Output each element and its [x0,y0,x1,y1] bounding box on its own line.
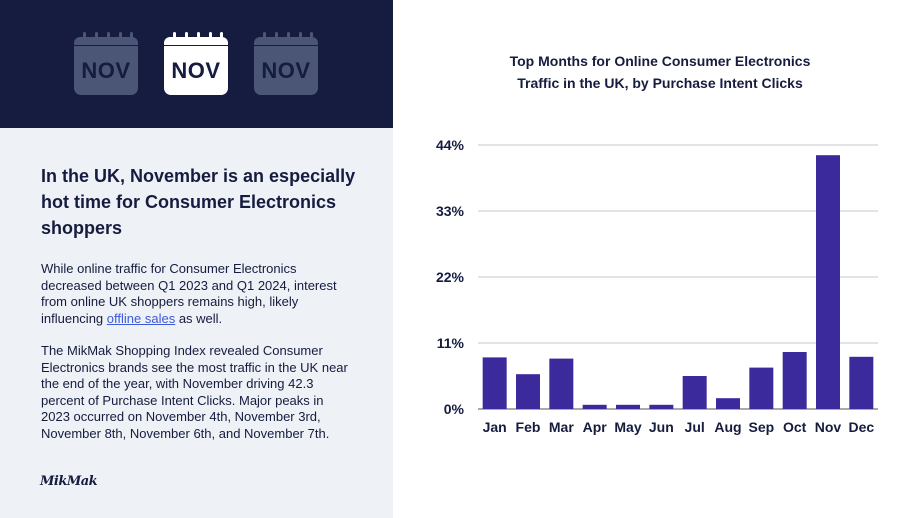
x-tick-label: Feb [516,419,541,435]
x-tick-label: Nov [815,419,842,435]
calendar-month-label: NOV [74,46,138,95]
y-tick-label: 0% [444,401,465,417]
y-tick-label: 11% [437,335,465,351]
bars [482,155,874,409]
x-tick-label: Jun [649,419,674,435]
y-axis-labels: 0% 11% 22% 33% 44% [436,137,465,417]
bar-aug [716,398,740,409]
x-tick-label: Mar [549,419,574,435]
x-tick-label: Dec [848,419,874,435]
bar-chart: 0% 11% 22% 33% 44% Jan Feb Mar Apr May Jun Jul Aug S… [436,137,878,435]
index-paragraph: The MikMak Shopping Index revealed Consu… [41,343,348,441]
calendar-month-label: NOV [164,46,228,95]
intro-text: While online traffic for Consumer Electr… [41,261,337,326]
bar-oct [782,352,807,409]
intro-paragraph: While online traffic for Consumer Electr… [41,261,351,327]
bar-nov [816,155,840,409]
calendar-icon-highlighted: NOV [164,32,228,95]
gridlines [478,144,878,410]
y-tick-label: 22% [436,269,465,285]
chart-title: Top Months for Online Consumer Electroni… [470,50,850,94]
x-tick-label: Jul [685,419,705,435]
mikmak-logo: MikMak [40,474,98,489]
y-tick-label: 44% [436,137,465,153]
left-panel: NOV NOV NOV In the UK, November is an es… [0,0,393,518]
bar-apr [582,404,607,409]
headline: In the UK, November is an especially hot… [41,166,356,238]
x-axis-labels: Jan Feb Mar Apr May Jun Jul Aug Sep Oct Nov Dec [483,419,875,435]
calendar-month-label: NOV [254,46,318,95]
intro-text-end: as well. [175,310,223,326]
bar-jul [682,376,707,409]
bar-jan [482,357,507,409]
calendar-icon: NOV [254,32,318,95]
y-tick-label: 33% [436,203,465,219]
x-tick-label: May [614,419,641,435]
chart-title-line2: Traffic in the UK, by Purchase Intent Cl… [517,75,803,91]
bar-sep [749,367,774,409]
chart-title-line1: Top Months for Online Consumer Electroni… [509,53,811,69]
bar-mar [549,358,574,409]
calendar-banner: NOV NOV NOV [0,0,393,128]
x-tick-label: Oct [783,419,807,435]
bar-jun [649,404,674,409]
calendar-icon: NOV [74,32,138,95]
x-tick-label: Apr [583,419,608,435]
bar-dec [849,356,874,409]
x-tick-label: Aug [714,419,741,435]
x-tick-label: Sep [748,419,774,435]
bar-feb [516,374,540,409]
offline-sales-link[interactable]: offline sales [106,310,176,326]
x-tick-label: Jan [483,419,507,435]
bar-may [616,404,640,409]
